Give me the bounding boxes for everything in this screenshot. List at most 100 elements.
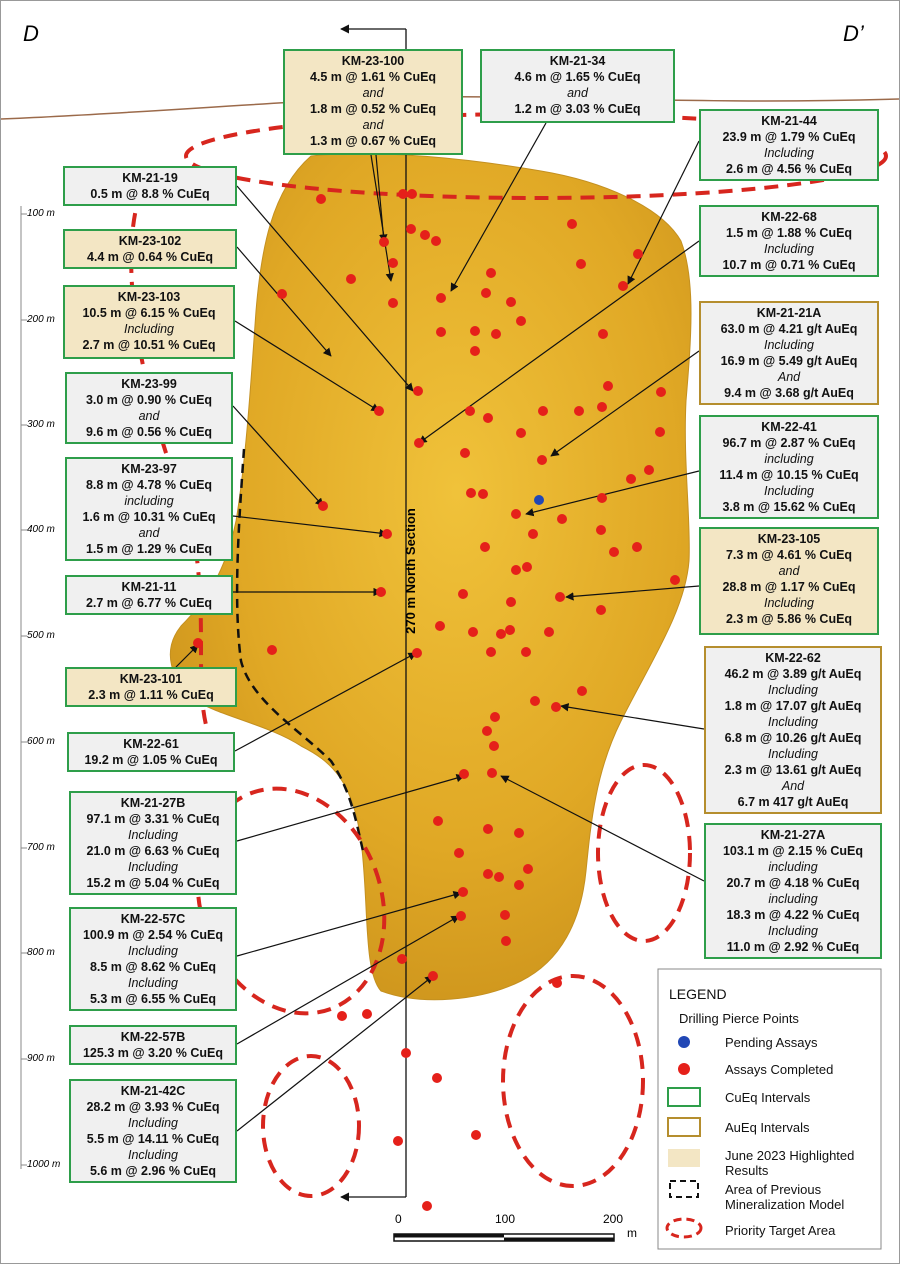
- pierce-point: [500, 910, 510, 920]
- legend-cueq-symbol: [667, 1087, 701, 1107]
- callout-hole: KM-23-105: [757, 532, 821, 546]
- pierce-point: [456, 911, 466, 921]
- pierce-point: [609, 547, 619, 557]
- pierce-point: [458, 887, 468, 897]
- callout-interval: 0.5 m @ 8.8 % CuEq: [90, 187, 210, 201]
- callout-connector: Including: [127, 1148, 179, 1162]
- leader-line: [236, 774, 465, 842]
- callout-interval: 11.0 m @ 2.92 % CuEq: [726, 940, 860, 954]
- callout-connector: Including: [763, 242, 815, 256]
- callout-hole: KM-22-57B: [120, 1030, 186, 1044]
- pierce-point: [337, 1011, 347, 1021]
- callout-connector: and: [138, 409, 160, 423]
- pierce-point: [486, 268, 496, 278]
- pierce-point: [496, 629, 506, 639]
- pierce-point: [596, 605, 606, 615]
- leader-lines: [175, 122, 705, 1132]
- pierce-point: [277, 289, 287, 299]
- pierce-point: [596, 525, 606, 535]
- pierce-point: [557, 514, 567, 524]
- pierce-point: [491, 329, 501, 339]
- callout-connector: And: [781, 779, 805, 793]
- callout-connector: Including: [763, 146, 815, 160]
- leader-line: [234, 320, 380, 412]
- legend-completed-symbol: [678, 1063, 690, 1075]
- pending-point: [534, 495, 544, 505]
- target-ellipse: [501, 974, 645, 1188]
- section-line: [340, 24, 407, 1202]
- pierce-point: [478, 489, 488, 499]
- callout-interval: 20.7 m @ 4.18 % CuEq: [726, 876, 860, 890]
- callout-interval: 125.3 m @ 3.20 % CuEq: [82, 1046, 224, 1060]
- pierce-point: [494, 872, 504, 882]
- pierce-point: [598, 329, 608, 339]
- legend-item: Area of Previous Mineralization Model: [725, 1182, 845, 1212]
- pierce-point: [506, 597, 516, 607]
- pierce-point: [576, 259, 586, 269]
- legend-pending-symbol: [678, 1036, 690, 1048]
- leader-line: [236, 915, 460, 1045]
- callout-connector: Including: [767, 747, 819, 761]
- pierce-point: [433, 816, 443, 826]
- pierce-point: [555, 592, 565, 602]
- callout-connector: and: [778, 564, 800, 578]
- callout-interval: 21.0 m @ 6.63 % CuEq: [86, 844, 220, 858]
- pierce-point: [481, 288, 491, 298]
- pierce-point: [551, 702, 561, 712]
- callout-interval: 3.8 m @ 15.62 % CuEq: [722, 500, 856, 514]
- callout-interval: 2.3 m @ 13.61 g/t AuEq: [724, 763, 862, 777]
- callout-connector: Including: [127, 976, 179, 990]
- previous-model-outline: [235, 448, 365, 852]
- callout-interval: 3.0 m @ 0.90 % CuEq: [85, 393, 213, 407]
- callout: KM-21-21A 63.0 m @ 4.21 g/t AuEq Including…: [699, 301, 879, 405]
- callout-interval: 2.3 m @ 5.86 % CuEq: [725, 612, 853, 626]
- callout-hole: KM-22-41: [761, 420, 817, 434]
- callout-hole: KM-21-44: [761, 114, 817, 128]
- leader-line: [236, 891, 462, 957]
- pierce-point: [388, 298, 398, 308]
- callout: KM-22-41 96.7 m @ 2.87 % CuEq including 11.…: [699, 415, 879, 519]
- callout-connector: Including: [127, 860, 179, 874]
- callout-interval: 1.5 m @ 1.29 % CuEq: [85, 542, 213, 556]
- corner-label: D: [23, 21, 39, 46]
- depth-label: 800 m: [27, 947, 55, 958]
- pierce-point: [487, 768, 497, 778]
- callout-interval: 1.2 m @ 3.03 % CuEq: [514, 102, 641, 116]
- legend-item: June 2023 Highlighted Results: [725, 1148, 855, 1178]
- leader-line: [560, 703, 705, 730]
- pierce-point: [431, 236, 441, 246]
- callout-connector: and: [567, 86, 588, 100]
- pierce-point: [656, 387, 666, 397]
- scale-label: 100: [495, 1212, 516, 1226]
- callout-connector: Including: [763, 484, 815, 498]
- legend: [657, 968, 882, 1250]
- callout-interval: 5.6 m @ 2.96 % CuEq: [89, 1164, 217, 1178]
- callout: KM-21-19 0.5 m @ 8.8 % CuEq: [63, 166, 237, 206]
- callout-interval: 2.7 m @ 10.51 % CuEq: [82, 338, 216, 352]
- pierce-point: [398, 189, 408, 199]
- depth-label: 300 m: [27, 419, 55, 430]
- callout-hole: KM-22-57C: [120, 912, 186, 926]
- pierce-point: [483, 824, 493, 834]
- leader-line: [234, 652, 417, 752]
- leader-line: [175, 644, 199, 668]
- leader-line: [232, 405, 324, 507]
- callout-connector: Including: [767, 924, 819, 938]
- callout-interval: 10.7 m @ 0.71 % CuEq: [722, 258, 856, 272]
- target-ellipse: [596, 763, 692, 943]
- callout-hole: KM-23-101: [119, 672, 183, 686]
- depth-label: 400 m: [27, 524, 55, 535]
- callout-interval: 7.3 m @ 4.61 % CuEq: [725, 548, 853, 562]
- pierce-point: [501, 936, 511, 946]
- callout: KM-21-44 23.9 m @ 1.79 % CuEq Including 2.6…: [699, 109, 879, 181]
- pierce-point: [470, 346, 480, 356]
- callout: KM-23-100 4.5 m @ 1.61 % CuEq and 1.8 m @ 0…: [283, 49, 463, 155]
- callout-hole: KM-23-97: [121, 462, 177, 476]
- callout-hole: KM-21-34: [549, 54, 606, 68]
- callout-hole: KM-22-62: [765, 651, 821, 665]
- legend-target-symbol: [665, 1217, 703, 1239]
- callout: KM-22-57C 100.9 m @ 2.54 % CuEq Including 8…: [69, 907, 237, 1011]
- pierce-point: [362, 1009, 372, 1019]
